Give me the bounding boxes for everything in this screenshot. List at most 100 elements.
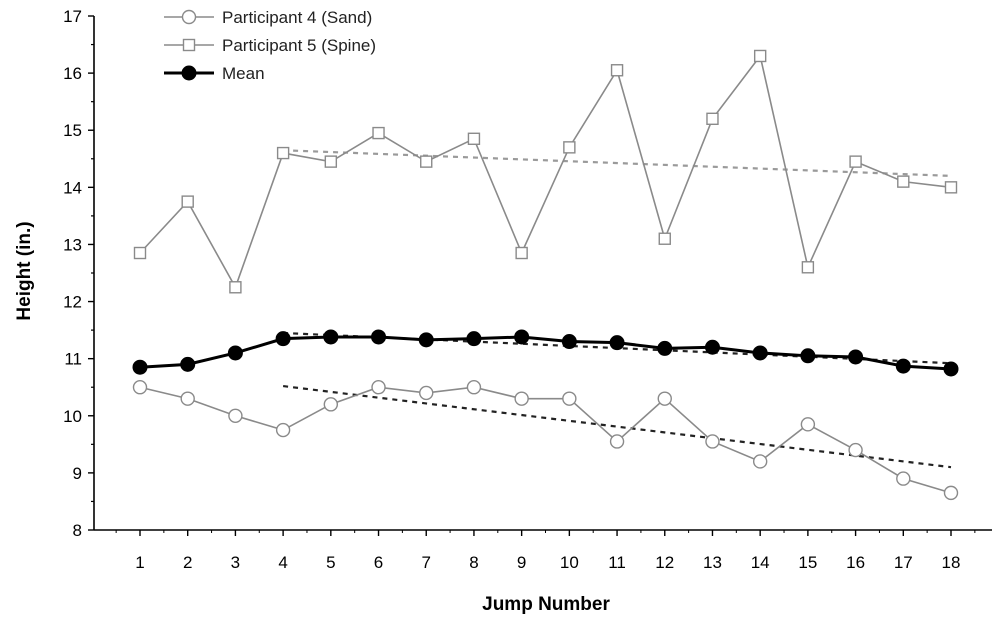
data-point (228, 408, 243, 423)
data-point (897, 175, 910, 188)
data-point (275, 331, 291, 347)
y-tick-label: 16 (63, 64, 82, 83)
data-point (706, 112, 719, 126)
data-point (227, 345, 243, 361)
x-tick-label: 1 (135, 553, 144, 572)
x-tick-label: 12 (655, 553, 674, 572)
x-tick-label: 6 (374, 553, 383, 572)
series-line (139, 54, 952, 290)
y-tick-label: 12 (63, 293, 82, 312)
x-tick-label: 4 (278, 553, 287, 572)
trendline (282, 384, 952, 469)
x-tick-label: 17 (894, 553, 913, 572)
trendlines (282, 149, 952, 469)
data-point (419, 385, 434, 401)
data-point (515, 246, 528, 260)
data-point (323, 329, 339, 345)
data-point (420, 155, 433, 168)
series-layer (132, 49, 959, 501)
data-point (658, 232, 671, 245)
series-line (139, 386, 952, 494)
y-axis-title: Height (in.) (14, 221, 35, 320)
data-point (180, 391, 195, 406)
data-point (800, 417, 816, 432)
series-mean (132, 329, 959, 377)
legend-marker (181, 65, 197, 81)
data-point (562, 391, 577, 406)
data-point (753, 49, 767, 63)
data-point (514, 329, 530, 345)
data-point (943, 361, 959, 377)
x-tick-label: 10 (560, 553, 579, 572)
x-axis-title: Jump Number (482, 594, 610, 615)
x-tick-label: 11 (608, 553, 626, 572)
y-axis: 8 9 10 11 12 13 14 15 16 17 (63, 7, 95, 540)
y-tick-label: 9 (73, 464, 82, 483)
legend-label: Participant 4 (Sand) (222, 8, 372, 27)
data-point (848, 349, 864, 365)
x-tick-label: 5 (326, 553, 335, 572)
data-point (371, 380, 386, 395)
data-point (561, 334, 577, 350)
data-point (943, 485, 959, 501)
legend-entry: Participant 4 (Sand) (164, 8, 372, 27)
series-participant-4-sand (132, 380, 959, 501)
x-tick-label: 18 (942, 553, 961, 572)
data-point (467, 132, 481, 145)
y-tick-label: 10 (63, 407, 82, 426)
data-point (132, 380, 148, 395)
data-point (324, 155, 338, 168)
data-point (371, 329, 387, 345)
x-tick-label: 3 (231, 553, 240, 572)
data-point (563, 141, 576, 154)
y-tick-label: 8 (73, 521, 82, 540)
data-point (180, 356, 196, 372)
data-point (944, 181, 958, 194)
data-point (418, 332, 434, 348)
data-point (801, 261, 815, 274)
data-point (895, 358, 911, 374)
x-tick-label: 8 (469, 553, 478, 572)
series-participant-5-spine (133, 49, 958, 294)
legend-label: Participant 5 (Spine) (222, 36, 376, 55)
data-point (657, 391, 672, 406)
legend-marker (181, 9, 197, 25)
data-point (466, 331, 482, 347)
data-point (275, 422, 291, 438)
data-point (896, 471, 911, 486)
data-point (276, 146, 290, 160)
data-point (849, 155, 862, 168)
x-tick-label: 2 (183, 553, 192, 572)
x-axis: 1 2 3 4 5 6 7 8 9 10 11 12 13 14 15 16 17 18 (94, 529, 992, 572)
data-point (848, 442, 863, 458)
data-point (466, 380, 482, 395)
legend-entry: Participant 5 (Spine) (164, 36, 376, 55)
legend-entry: Mean (164, 64, 265, 83)
x-tick-label: 7 (422, 553, 431, 572)
data-point (704, 339, 720, 355)
legend: Participant 4 (Sand) Participant 5 (Spine… (164, 8, 376, 83)
series-line (139, 335, 952, 371)
data-point (657, 340, 673, 356)
data-point (181, 195, 194, 208)
x-tick-label: 9 (517, 553, 526, 572)
x-tick-label: 14 (751, 553, 770, 572)
x-tick-label: 13 (703, 553, 722, 572)
data-point (132, 359, 148, 375)
data-point (705, 434, 720, 449)
data-point (752, 345, 768, 361)
x-tick-label: 15 (798, 553, 817, 572)
data-point (609, 434, 625, 449)
data-point (514, 391, 529, 406)
data-point (610, 64, 624, 77)
legend-marker (182, 38, 196, 52)
data-point (323, 397, 339, 412)
data-point (229, 281, 242, 294)
data-point (133, 246, 147, 260)
data-point (372, 126, 385, 140)
y-tick-label: 14 (63, 178, 82, 197)
data-point (609, 335, 625, 351)
legend-label: Mean (222, 64, 265, 83)
y-tick-label: 17 (63, 7, 82, 26)
